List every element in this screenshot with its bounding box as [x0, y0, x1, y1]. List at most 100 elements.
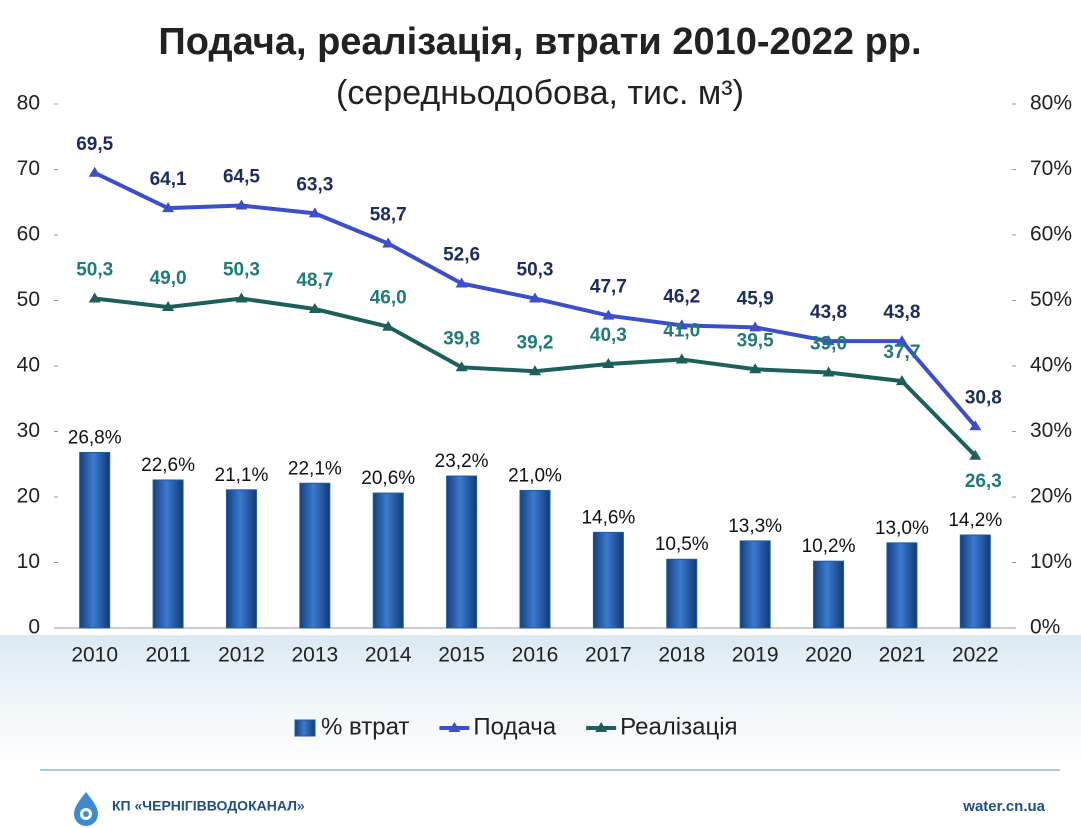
y2-tick-label: 10% [1030, 550, 1072, 573]
line-marker [969, 420, 982, 431]
y-tick-label: 80 [17, 92, 40, 115]
bar [666, 558, 698, 629]
bar [592, 531, 624, 629]
line-marker [88, 292, 101, 303]
x-tick-label: 2010 [71, 644, 118, 667]
bar [813, 560, 845, 629]
line-value-label: 64,1 [150, 169, 187, 190]
chart-title: Подача, реалізація, втрати 2010-2022 рр. [158, 21, 921, 63]
y2-tick-label: 60% [1030, 223, 1072, 246]
legend-label: Подача [473, 713, 556, 740]
line-marker [88, 166, 101, 177]
line-marker [455, 277, 468, 288]
bar [299, 482, 331, 629]
line-value-label: 26,3 [965, 471, 1002, 492]
legend-marker [448, 722, 461, 732]
line-value-label: 39,0 [810, 334, 847, 355]
y2-tick-label: 40% [1030, 354, 1072, 377]
x-tick-label: 2018 [658, 644, 705, 667]
line-marker [235, 199, 248, 210]
y2-tick-label: 20% [1030, 485, 1072, 508]
y-tick-label: 40 [17, 354, 40, 377]
line-marker [382, 237, 395, 248]
y-tick-label: 50 [17, 288, 40, 311]
line-value-label: 52,6 [443, 244, 480, 265]
bar-value-label: 23,2% [435, 451, 489, 472]
line-value-label: 63,3 [296, 174, 333, 195]
x-tick-label: 2014 [365, 644, 412, 667]
y2-tick-label: 30% [1030, 419, 1072, 442]
bar [519, 489, 551, 629]
legend-label: % втрат [321, 713, 409, 740]
line-marker [529, 292, 541, 303]
y-tick-label: 60 [17, 223, 40, 246]
line-value-label: 43,8 [883, 302, 920, 323]
bar [79, 451, 111, 629]
line-value-label: 48,7 [296, 270, 333, 291]
line-marker [308, 207, 321, 218]
bar [446, 475, 478, 629]
line-marker [162, 202, 175, 213]
bar-value-label: 10,2% [802, 536, 856, 557]
x-tick-label: 2016 [512, 644, 559, 667]
line-marker [382, 320, 395, 331]
line-value-label: 50,3 [517, 260, 554, 281]
x-tick-label: 2011 [145, 644, 190, 667]
line-value-label: 69,5 [76, 134, 113, 155]
x-tick-label: 2022 [952, 644, 999, 667]
bar-value-label: 14,2% [948, 510, 1002, 531]
line-value-label: 50,3 [76, 260, 113, 281]
line-value-label: 43,8 [810, 302, 847, 323]
x-tick-label: 2017 [585, 644, 632, 667]
y-tick-label: 20 [17, 485, 40, 508]
line-marker [749, 321, 762, 332]
x-tick-label: 2013 [291, 644, 338, 667]
y2-tick-label: 0% [1030, 616, 1060, 639]
footer-organization: КП «ЧЕРНІГІВВОДОКАНАЛ» [112, 798, 305, 814]
footer-website: water.cn.ua [962, 798, 1045, 815]
line-value-label: 47,7 [590, 277, 627, 298]
bar-value-label: 21,1% [215, 465, 269, 486]
y2-tick-label: 50% [1030, 288, 1072, 311]
line-value-label: 46,0 [370, 288, 407, 309]
bar-value-label: 10,5% [655, 534, 709, 555]
x-tick-label: 2021 [879, 644, 926, 667]
x-tick-label: 2020 [805, 644, 852, 667]
bar-value-label: 21,0% [508, 465, 562, 486]
y-tick-label: 70 [17, 157, 40, 180]
line-value-label: 64,5 [223, 167, 260, 188]
bar-value-label: 22,1% [288, 458, 342, 479]
x-tick-label: 2015 [438, 644, 485, 667]
line-marker [895, 335, 908, 346]
line-marker [162, 301, 175, 312]
bar [959, 534, 991, 629]
bar [372, 492, 404, 629]
bar-value-label: 20,6% [361, 468, 415, 489]
line-value-label: 58,7 [370, 205, 407, 226]
line-value-label: 39,5 [737, 330, 774, 351]
y2-tick-label: 80% [1030, 92, 1072, 115]
y2-tick-label: 70% [1030, 157, 1072, 180]
bar [886, 542, 918, 629]
line-marker [675, 353, 688, 364]
line-marker [602, 358, 615, 369]
line-value-label: 30,8 [965, 387, 1002, 408]
line-marker [675, 319, 688, 330]
bar [152, 479, 184, 629]
line-marker [749, 363, 762, 374]
legend-label: Реалізація [620, 713, 737, 740]
logo [74, 792, 98, 826]
line-value-label: 50,3 [223, 260, 260, 281]
line-value-label: 49,0 [150, 268, 187, 289]
bar-value-label: 22,6% [141, 455, 195, 476]
line-value-label: 46,2 [663, 286, 700, 307]
bar [739, 540, 771, 629]
bar-value-label: 13,0% [875, 518, 929, 539]
line-marker [602, 309, 615, 320]
line-marker [455, 361, 468, 372]
x-tick-label: 2012 [218, 644, 265, 667]
line-marker [529, 365, 541, 376]
line-value-label: 40,3 [590, 325, 627, 346]
background-water [0, 635, 1081, 765]
bar-value-label: 26,8% [68, 427, 122, 448]
